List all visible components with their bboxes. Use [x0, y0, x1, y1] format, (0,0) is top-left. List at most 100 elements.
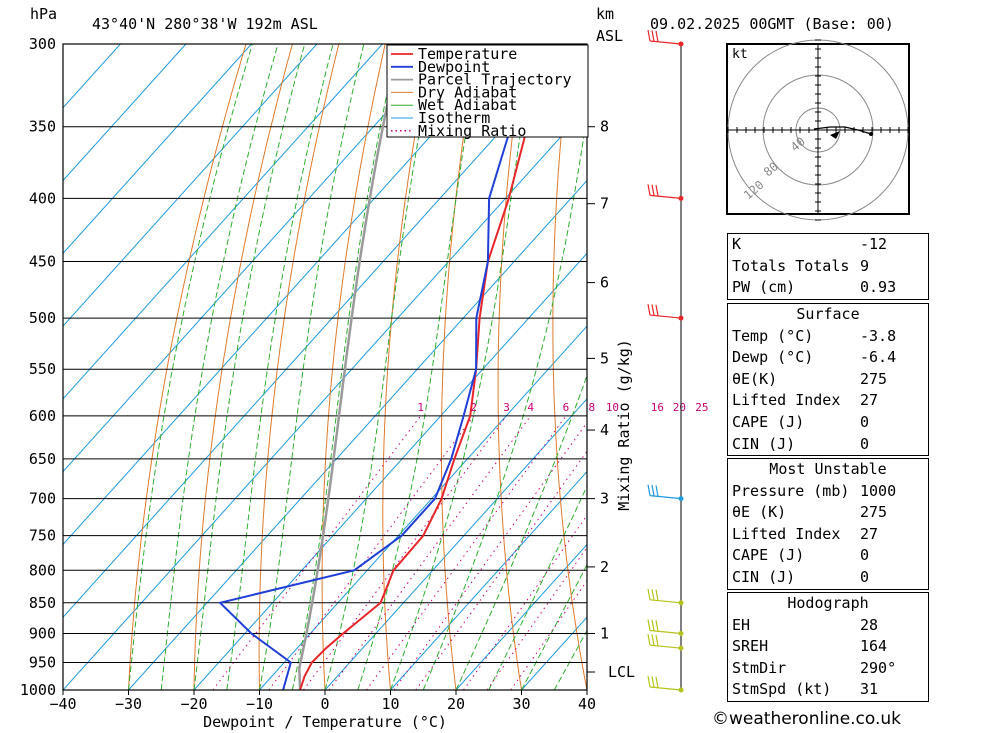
wind-barb-feather	[651, 634, 655, 646]
legend-label: Mixing Ratio	[418, 122, 526, 140]
wind-barb-feather	[647, 303, 651, 316]
pressure-label: 300	[29, 35, 56, 53]
wind-barb-feather	[651, 484, 655, 497]
dry-adiabat-line	[193, 44, 293, 690]
surface-temp: Temp (°C) -3.8	[732, 326, 897, 345]
wet-adiabat-line	[455, 373, 587, 690]
index-row-pw: PW (cm) 0.93	[732, 278, 897, 297]
x-tick-label: 20	[447, 695, 465, 713]
km-tick-label: 8	[600, 118, 609, 136]
hodo-eh: EH 28	[732, 615, 879, 634]
dry-adiabat-line	[657, 26, 718, 690]
wind-barb-feather	[655, 185, 659, 197]
index-row-totals: Totals Totals 9	[732, 256, 870, 275]
wet-adiabat-line	[291, 44, 399, 690]
mixing-ratio-line	[463, 514, 587, 690]
mixing-ratio-line	[328, 415, 532, 690]
hodograph-trace	[813, 126, 872, 135]
wind-barb-feather	[655, 485, 659, 497]
dewpoint-line	[218, 44, 541, 690]
legend-label: Parcel Trajectory	[418, 71, 572, 89]
dry-adiabat-line	[258, 44, 340, 690]
surface-title: Surface	[796, 305, 860, 323]
pressure-label: 450	[29, 253, 56, 271]
x-tick-label: −30	[115, 695, 142, 713]
pressure-label: 600	[29, 407, 56, 425]
pressure-label: 1000	[20, 681, 56, 699]
isotherm-line	[193, 252, 587, 690]
pressure-label: 700	[29, 490, 56, 508]
surface-dewp: Dewp (°C) -6.4	[732, 348, 897, 367]
wind-barb-feather	[651, 619, 655, 631]
wind-barb-feather	[651, 184, 655, 196]
isotherm-line	[455, 543, 587, 690]
pressure-label: 650	[29, 450, 56, 468]
location-title: 43°40'N 280°38'W 192m ASL	[92, 15, 318, 33]
dry-adiabat-line	[987, 26, 1000, 690]
mixing-ratio-line	[303, 415, 507, 690]
surface-thetae: θE(K) 275	[732, 369, 888, 388]
wet-adiabat-line	[324, 44, 437, 690]
pressure-label: 550	[29, 360, 56, 378]
indices-top-box: K -12 Totals Totals 9 PW (cm) 0.93	[727, 233, 929, 300]
isotherm-line	[324, 398, 587, 690]
mixing-ratio-line	[415, 450, 587, 690]
height-unit-label-asl: ASL	[596, 27, 623, 45]
isotherm-line	[63, 44, 580, 618]
wind-barb-shaft	[649, 314, 682, 319]
wind-barb-feather	[647, 484, 651, 496]
legend-label: Dry Adiabat	[418, 83, 517, 101]
hodograph-end-dot	[869, 132, 873, 136]
wind-barb-feather	[651, 676, 655, 688]
mixing-ratio-label: 6	[563, 401, 570, 414]
mixing-ratio-axis-title: Mixing Ratio (g/kg)	[615, 339, 633, 511]
background-lines	[63, 26, 1000, 690]
storm-motion-marker	[830, 131, 840, 139]
pressure-grid	[63, 43, 587, 691]
wind-barb-feather	[651, 30, 655, 42]
profiles	[218, 44, 544, 690]
isotherm-line	[63, 44, 187, 182]
index-row-k: K -12	[732, 235, 888, 253]
most-unstable-box: Most Unstable Pressure (mb) 1000 θE (K) 27…	[727, 458, 929, 590]
isotherm-line	[63, 44, 121, 109]
dry-adiabat-line	[382, 44, 433, 690]
wind-barb-feather	[651, 589, 655, 601]
most-unstable-title: Most Unstable	[769, 460, 887, 478]
wind-barb-feather	[655, 30, 659, 42]
wind-barb-feather	[647, 675, 651, 688]
pressure-label: 800	[29, 561, 56, 579]
km-tick-label: 6	[600, 274, 609, 292]
hodograph-unit: kt	[732, 47, 748, 62]
wind-barb-shaft	[649, 686, 682, 691]
hodo-stmdir: StmDir 290°	[732, 658, 897, 677]
wet-adiabat-line	[193, 44, 306, 690]
legend-label: Isotherm	[418, 109, 490, 127]
wet-adiabat-line	[259, 44, 365, 690]
datetime-title: 09.02.2025 00GMT (Base: 00)	[650, 15, 894, 33]
dry-adiabat-line	[128, 44, 247, 690]
x-tick-label: −10	[246, 695, 273, 713]
mixing-ratio-line	[510, 579, 587, 690]
wet-adiabat-line	[357, 44, 482, 690]
pressure-label: 900	[29, 624, 56, 642]
wet-adiabat-line	[488, 485, 587, 690]
surface-lifted-index: Lifted Index 27	[732, 391, 879, 410]
surface-cape: CAPE (J) 0	[732, 412, 870, 431]
mixing-ratio-label: 3	[503, 401, 510, 414]
km-tick-label: 5	[600, 349, 609, 367]
x-tick-label: 0	[320, 695, 329, 713]
mu-cape: CAPE (J) 0	[732, 546, 870, 565]
x-tick-label: 10	[381, 695, 399, 713]
wind-barb-feather	[655, 620, 659, 632]
credit-text: ©weatheronline.co.uk	[712, 709, 902, 729]
mixing-ratio-label: 16	[651, 401, 664, 414]
hodograph-index-title: Hodograph	[787, 594, 869, 612]
wind-barb-feather	[655, 676, 659, 688]
km-tick-label: LCL	[608, 663, 635, 681]
isotherm-line	[259, 325, 587, 690]
wind-barbs	[647, 29, 684, 693]
